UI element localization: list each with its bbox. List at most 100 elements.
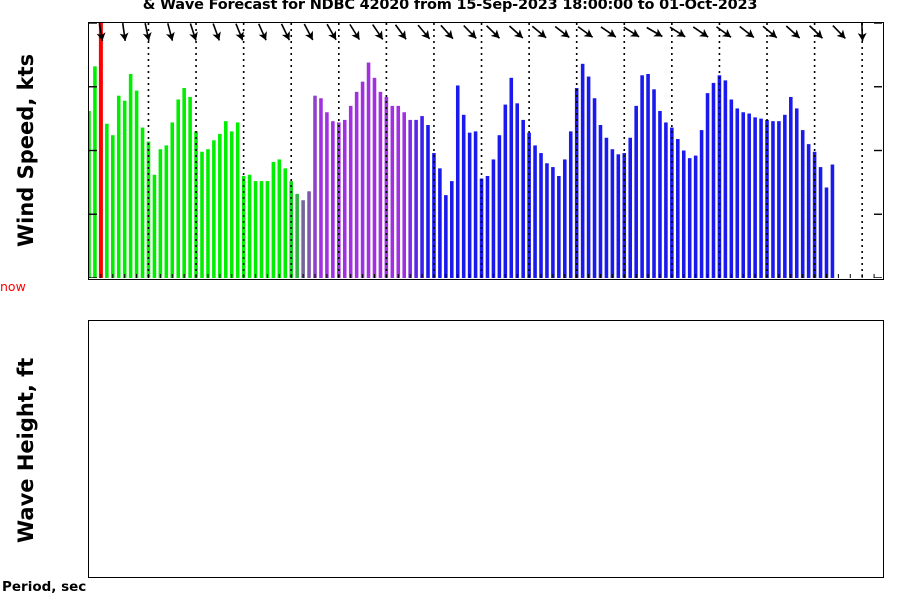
bar (568, 131, 573, 278)
bar (527, 132, 531, 278)
bar (307, 191, 311, 278)
bar (265, 181, 270, 278)
bar (592, 98, 597, 278)
wind-direction-arrow (235, 23, 244, 41)
bar (354, 91, 359, 278)
bar (283, 168, 288, 278)
bar (408, 119, 412, 278)
bar (729, 99, 734, 278)
bar (676, 139, 680, 278)
bar (598, 125, 603, 278)
bar (824, 187, 829, 278)
bar (800, 130, 805, 278)
bar (777, 121, 781, 278)
wind-direction-arrow (577, 26, 594, 38)
bar (140, 127, 145, 278)
bar (247, 174, 252, 278)
bar (509, 77, 514, 278)
wind-direction-arrow (646, 26, 663, 38)
bar (747, 113, 751, 278)
bar (741, 112, 746, 278)
wind-direction-arrow (692, 26, 709, 38)
wind-direction-arrow (486, 25, 501, 39)
bar (176, 99, 180, 278)
wind-direction-arrow (463, 24, 477, 40)
wind-speed-chart (88, 22, 884, 280)
wind-direction-arrow (417, 24, 431, 40)
bar (563, 159, 567, 278)
bar (580, 63, 585, 278)
bar (545, 163, 549, 278)
wave-height-axis-label: Wave Height, ft (14, 357, 38, 543)
bar (105, 123, 109, 278)
wind-direction-arrow (600, 26, 617, 38)
bar (116, 95, 121, 278)
bar (164, 145, 169, 278)
bar (259, 181, 264, 278)
bar (473, 131, 478, 278)
bar (497, 135, 502, 278)
bar (681, 150, 686, 278)
bar (235, 122, 240, 278)
bar (426, 125, 430, 278)
bar (206, 149, 210, 278)
bar (557, 176, 561, 278)
wind-direction-arrow (739, 25, 755, 39)
wind-direction-arrow (166, 23, 175, 41)
bar (485, 176, 490, 278)
bar (515, 103, 520, 278)
wind-direction-arrow (832, 24, 846, 40)
bar (771, 121, 775, 278)
bar (461, 114, 466, 278)
bar (366, 62, 371, 278)
bar (158, 149, 163, 278)
bar (438, 168, 442, 278)
bar (420, 116, 424, 278)
x-axis-dates (88, 292, 884, 305)
wind-direction-arrow (669, 26, 686, 38)
bar (693, 155, 698, 278)
bar (794, 108, 799, 278)
bar (253, 181, 258, 278)
bar (372, 77, 377, 278)
wind-direction-arrow (189, 23, 198, 41)
wind-direction-arrow (531, 25, 547, 39)
bar (390, 105, 395, 278)
wind-direction-arrow (142, 23, 152, 41)
wind-speed-axis-label: Wind Speed, kts (14, 53, 38, 247)
bar (134, 90, 139, 278)
bar (806, 144, 811, 278)
bar (378, 91, 383, 278)
wind-direction-arrow (623, 26, 640, 38)
bar (539, 153, 543, 278)
bar (687, 158, 692, 278)
wind-direction-arrow (762, 25, 778, 39)
wind-direction-arrow (809, 25, 824, 39)
bar (89, 110, 91, 278)
bar (331, 121, 335, 278)
bar (664, 122, 668, 278)
bar (818, 167, 823, 278)
wave-height-plot-area (89, 321, 882, 576)
bar (634, 105, 638, 278)
bar (753, 117, 757, 278)
bar (640, 75, 644, 278)
bar (467, 132, 472, 278)
bar (551, 167, 555, 278)
wind-direction-arrow (394, 24, 407, 40)
bar (586, 76, 591, 278)
bar (646, 74, 650, 278)
wind-speed-y-ticks (38, 22, 84, 280)
bar (295, 193, 299, 278)
bar (229, 131, 234, 278)
bar (319, 98, 323, 278)
wind-direction-arrow (440, 24, 454, 40)
wind-direction-arrow (716, 26, 732, 38)
bar (533, 145, 537, 278)
bar (717, 75, 722, 278)
bar (111, 135, 115, 278)
bar (503, 104, 508, 278)
bar (414, 119, 418, 278)
bar (93, 66, 97, 278)
wind-direction-arrow (96, 23, 106, 42)
